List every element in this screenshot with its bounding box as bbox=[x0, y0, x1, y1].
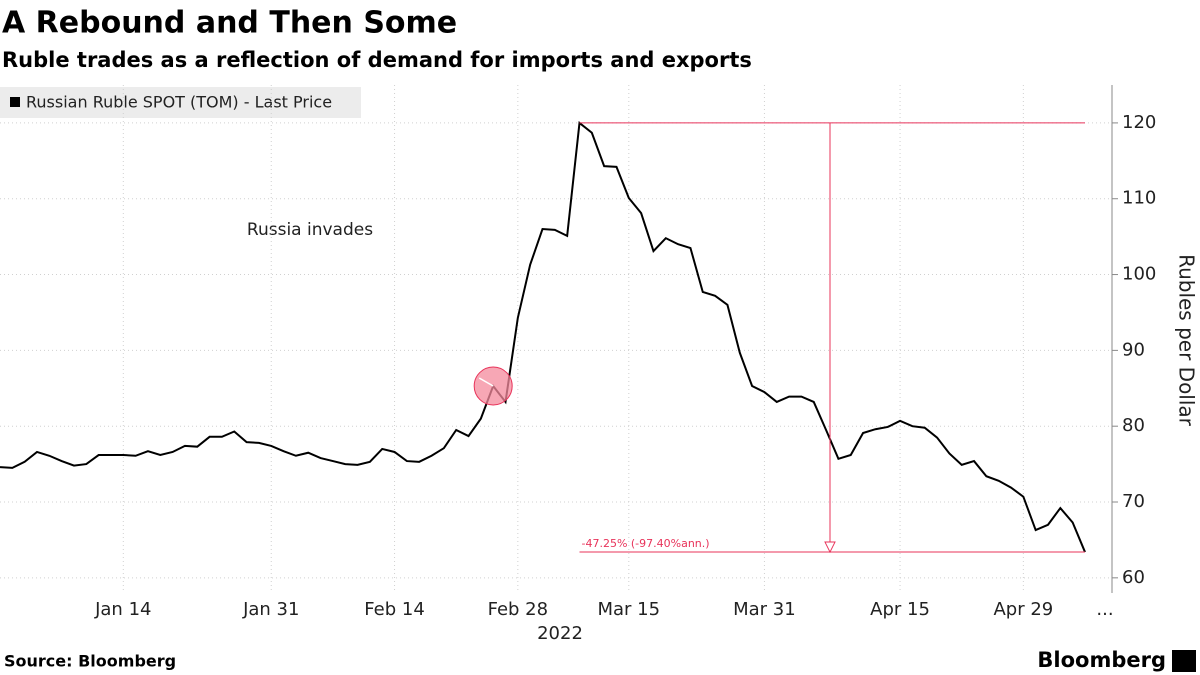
change-arrowhead bbox=[824, 541, 836, 554]
x-tick-label: Mar 15 bbox=[598, 599, 661, 620]
y-tick-label: 120 bbox=[1122, 112, 1156, 133]
y-tick-label: 110 bbox=[1122, 188, 1156, 209]
x-tick-label: Apr 29 bbox=[993, 599, 1053, 620]
y-tick-label: 70 bbox=[1122, 491, 1145, 512]
chart-title: A Rebound and Then Some bbox=[2, 6, 457, 41]
y-tick-label: 60 bbox=[1122, 567, 1145, 588]
x-tick-label: Feb 28 bbox=[488, 599, 549, 620]
brand-icon bbox=[1172, 650, 1196, 672]
x-year-label: 2022 bbox=[537, 623, 583, 644]
x-tick-label: Jan 31 bbox=[242, 599, 299, 620]
chart-subtitle: Ruble trades as a reflection of demand f… bbox=[2, 48, 752, 72]
source: Source: Bloomberg bbox=[4, 652, 176, 671]
invasion-tick bbox=[478, 377, 494, 387]
x-tick-label: Apr 15 bbox=[870, 599, 930, 620]
x-tick-label: Mar 31 bbox=[733, 599, 796, 620]
y-tick-label: 90 bbox=[1122, 339, 1145, 360]
y-tick-label: 100 bbox=[1122, 264, 1156, 285]
y-axis-label: Rubles per Dollar bbox=[1175, 254, 1199, 427]
x-tick-label: Feb 14 bbox=[364, 599, 425, 620]
brand: Bloomberg bbox=[1037, 648, 1166, 672]
y-tick-label: 80 bbox=[1122, 415, 1145, 436]
series-line bbox=[0, 120, 1086, 553]
legend-box bbox=[0, 87, 361, 118]
legend-swatch bbox=[10, 97, 20, 107]
x-tick-label: Jan 14 bbox=[94, 599, 151, 620]
x-overflow-label: ... bbox=[1096, 599, 1113, 620]
change-label: -47.25% (-97.40%ann.) bbox=[581, 537, 709, 550]
annotation: Russia invades bbox=[247, 220, 373, 240]
legend-label: Russian Ruble SPOT (TOM) - Last Price bbox=[26, 93, 332, 112]
